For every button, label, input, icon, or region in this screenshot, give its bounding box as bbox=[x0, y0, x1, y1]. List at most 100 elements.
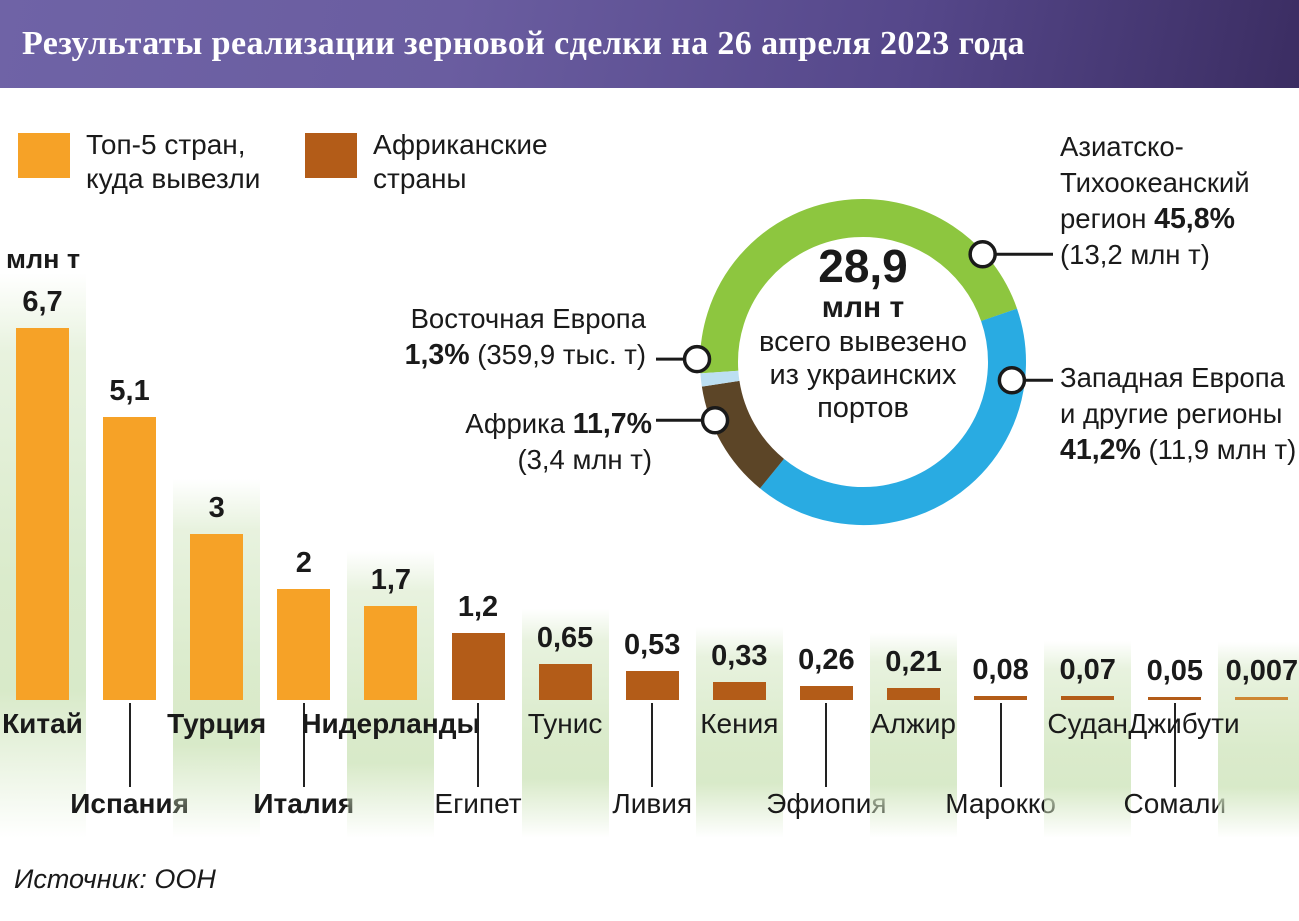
bar-value-label: 2 bbox=[295, 547, 312, 579]
callout-label: Восточная Европа 1,3% (359,9 тыс. т) bbox=[405, 301, 646, 373]
callout-percent-value: 45,8% bbox=[1154, 203, 1235, 235]
callout-dot bbox=[997, 366, 1027, 395]
bar-country-label: Нидерланды bbox=[301, 708, 481, 739]
source-note: Источник: ООН bbox=[14, 864, 216, 894]
bar bbox=[974, 695, 1028, 700]
bar bbox=[16, 328, 69, 700]
bar bbox=[712, 681, 766, 700]
callout-percent-value: 1,3% bbox=[404, 339, 470, 371]
bar bbox=[364, 605, 418, 700]
bar-country-label: Китай bbox=[2, 708, 83, 739]
callout-dot bbox=[968, 240, 997, 269]
bar-value-label: 6,7 bbox=[22, 286, 63, 319]
donut-segment bbox=[700, 199, 1026, 525]
bar bbox=[277, 589, 331, 700]
bar-value-label: 1,2 bbox=[457, 591, 499, 624]
bar bbox=[1148, 697, 1202, 700]
bar-value-label: 1,7 bbox=[370, 563, 412, 596]
bar bbox=[1061, 696, 1115, 700]
legend-swatch-africa bbox=[305, 133, 357, 178]
legend-item-top5: Топ-5 стран, куда вывезли bbox=[18, 128, 260, 196]
bar-value-label: 0,007 bbox=[1225, 655, 1299, 687]
label-connector-line bbox=[999, 703, 1002, 787]
bar-value-label: 0,26 bbox=[798, 643, 855, 676]
callout-text: и другие регионы bbox=[1060, 398, 1283, 429]
callout-text: Азиатско- bbox=[1060, 131, 1184, 162]
bar-country-label: Испания bbox=[70, 788, 189, 819]
donut-segment bbox=[700, 199, 1026, 525]
bar-value-label: 0,33 bbox=[711, 639, 768, 672]
legend-label-top5: Топ-5 стран, куда вывезли bbox=[86, 129, 261, 194]
legend-item-africa: Африканские страны bbox=[305, 128, 548, 196]
legend-swatch-top5 bbox=[18, 133, 70, 178]
bar-value-label: 3 bbox=[208, 491, 225, 524]
bar-country-label: Эфиопия bbox=[766, 788, 887, 819]
bar-country-label: Судан bbox=[1047, 708, 1129, 739]
page-title: Результаты реализации зерновой сделки на… bbox=[22, 25, 1025, 62]
bar-value-label: 0,21 bbox=[885, 646, 942, 679]
callout-label-line: и другие регионы bbox=[1060, 396, 1296, 432]
callout-label-line: Восточная Европа bbox=[405, 301, 646, 337]
bar bbox=[538, 663, 592, 700]
bar-value-label: 0,05 bbox=[1146, 655, 1204, 687]
bar-country-label: Джибути bbox=[1128, 708, 1240, 739]
legend-label-africa: Африканские страны bbox=[373, 129, 548, 194]
column-highlight-band bbox=[1218, 642, 1299, 838]
label-connector-line bbox=[477, 703, 479, 787]
callout-label-line: Азиатско- bbox=[1060, 129, 1250, 165]
callout-label: Азиатско- Тихоокеанский регион 45,8% (13,2 … bbox=[1060, 129, 1250, 273]
bar bbox=[451, 633, 505, 700]
callout-text: (11,9 млн т) bbox=[1140, 434, 1297, 465]
callout-text: Африка bbox=[465, 408, 573, 439]
bar-value-label: 0,08 bbox=[972, 653, 1029, 686]
callout-text: регион bbox=[1060, 203, 1155, 234]
bar bbox=[1235, 697, 1289, 700]
donut-segment bbox=[699, 199, 1026, 525]
bar-value-label: 5,1 bbox=[109, 374, 150, 407]
callout-label-line: (3,4 млн т) bbox=[465, 442, 652, 478]
bar bbox=[799, 685, 853, 700]
callout-label-line: (13,2 млн т) bbox=[1060, 237, 1250, 273]
bar-country-label: Тунис bbox=[527, 708, 603, 739]
bar-country-label: Ливия bbox=[612, 788, 693, 819]
y-axis-unit-label: млн т bbox=[6, 244, 81, 274]
bar-country-label: Марокко bbox=[945, 788, 1056, 819]
label-connector-line bbox=[1173, 703, 1176, 787]
donut-segment bbox=[700, 199, 1026, 525]
bar-country-label: Турция bbox=[167, 708, 267, 739]
callout-text: Западная Европа bbox=[1060, 362, 1285, 393]
callout-percent-value: 41,2% bbox=[1060, 434, 1141, 466]
callout-dot bbox=[700, 406, 730, 435]
bar bbox=[103, 416, 157, 700]
callout-dot bbox=[682, 344, 712, 374]
bar-value-label: 0,65 bbox=[536, 621, 594, 654]
label-connector-line bbox=[825, 703, 828, 787]
column-highlight-band bbox=[695, 626, 783, 838]
column-highlight-band bbox=[1044, 641, 1132, 838]
callout-label-line: Западная Европа bbox=[1060, 360, 1296, 396]
bar-country-label: Алжир bbox=[871, 708, 956, 739]
title-bar: Результаты реализации зерновой сделки на… bbox=[0, 0, 1299, 88]
callout-text: (3,4 млн т) bbox=[517, 444, 652, 475]
bar-country-label: Италия bbox=[253, 788, 355, 819]
callout-label-line: регион 45,8% bbox=[1060, 201, 1250, 237]
callout-label: Западная Европа и другие регионы 41,2% (11… bbox=[1060, 360, 1296, 468]
callout-label: Африка 11,7% (3,4 млн т) bbox=[465, 406, 652, 478]
callout-text: Тихоокеанский bbox=[1060, 167, 1250, 198]
callout-label-line: 1,3% (359,9 тыс. т) bbox=[405, 337, 646, 373]
callout-text: Восточная Европа bbox=[410, 303, 646, 334]
label-connector-line bbox=[651, 703, 654, 787]
callout-text: (13,2 млн т) bbox=[1060, 239, 1210, 270]
bar bbox=[625, 670, 679, 700]
label-connector-line bbox=[128, 703, 131, 787]
callout-percent-value: 11,7% bbox=[572, 408, 652, 440]
donut-chart bbox=[656, 199, 1053, 525]
callout-label-line: Тихоокеанский bbox=[1060, 165, 1250, 201]
bar-country-label: Кения bbox=[700, 708, 779, 739]
bar-value-label: 0,07 bbox=[1059, 654, 1116, 687]
bar bbox=[887, 688, 940, 700]
bar-country-label: Сомали bbox=[1123, 788, 1227, 819]
bar-country-label: Египет bbox=[434, 788, 522, 819]
bar bbox=[190, 533, 244, 700]
bar-value-label: 0,53 bbox=[623, 628, 681, 661]
